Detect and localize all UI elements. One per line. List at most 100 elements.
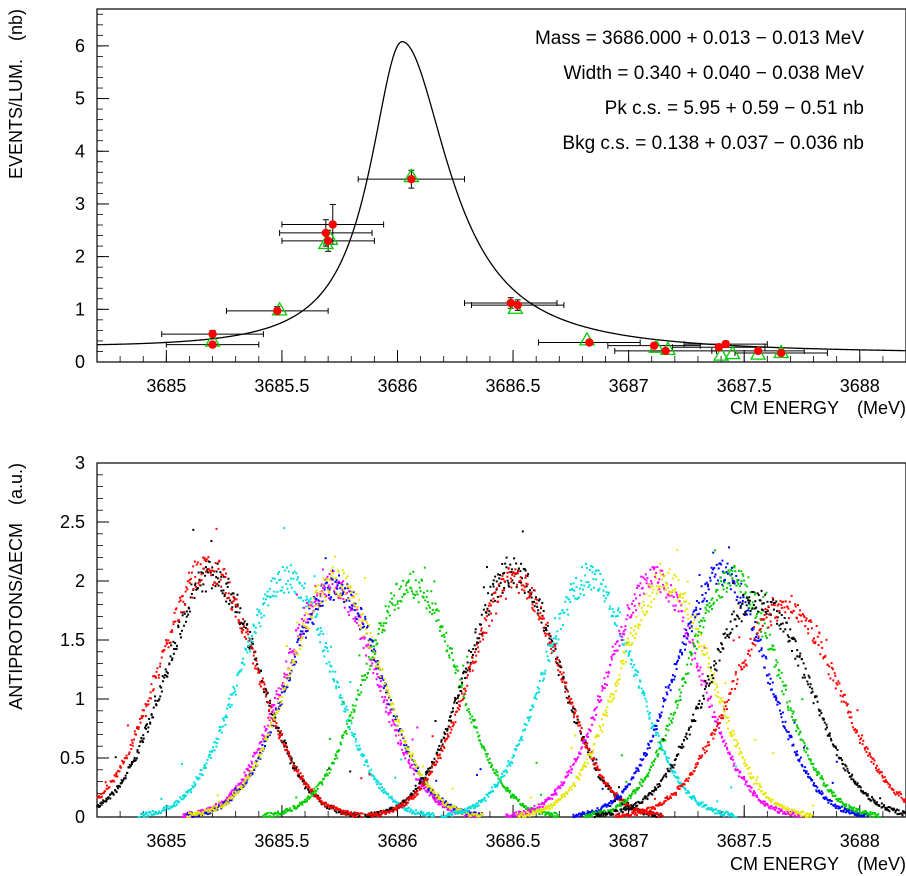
spectrum-dot bbox=[661, 749, 664, 752]
spectrum-dot bbox=[343, 598, 346, 601]
spectrum-dot bbox=[407, 806, 410, 809]
spectrum-dot bbox=[344, 810, 347, 813]
spectrum-dot bbox=[217, 738, 220, 741]
data-point-circle bbox=[273, 306, 282, 316]
spectrum-dot bbox=[529, 709, 532, 712]
spectrum-dot bbox=[329, 645, 332, 648]
spectrum-dot bbox=[538, 687, 541, 690]
spectrum-dot bbox=[587, 736, 590, 739]
spectrum-dot bbox=[379, 622, 382, 625]
spectrum-dot bbox=[467, 812, 470, 815]
spectrum-dot bbox=[414, 579, 417, 582]
spectrum-dot bbox=[537, 803, 540, 806]
spectrum-dot bbox=[650, 813, 653, 816]
spectrum-dot bbox=[158, 698, 161, 701]
spectrum-dot bbox=[564, 600, 567, 603]
spectrum-dot bbox=[517, 567, 520, 570]
spectrum-dot bbox=[530, 586, 533, 589]
spectrum-dot bbox=[698, 675, 701, 678]
spectrum-dot bbox=[637, 584, 640, 587]
spectrum-dot bbox=[575, 577, 578, 580]
spectrum-dot bbox=[138, 815, 141, 818]
spectrum-dot bbox=[390, 724, 393, 727]
spectrum-dot bbox=[218, 806, 221, 809]
spectrum-dot bbox=[190, 592, 193, 595]
spectrum-dot bbox=[333, 757, 336, 760]
spectrum-dot bbox=[619, 634, 622, 637]
spectrum-dot bbox=[770, 805, 773, 808]
spectrum-dot bbox=[174, 800, 177, 803]
spectrum-dot bbox=[349, 811, 352, 814]
spectrum-dot bbox=[390, 592, 393, 595]
spectrum-dot bbox=[534, 597, 537, 600]
spectrum-dot bbox=[623, 643, 626, 646]
spectrum-dot bbox=[495, 769, 498, 772]
spectrum-dot bbox=[547, 644, 550, 647]
spectrum-dot bbox=[561, 782, 564, 785]
spectrum-dot bbox=[292, 804, 295, 807]
spectrum-dot bbox=[324, 645, 327, 648]
spectrum-dot bbox=[403, 804, 406, 807]
spectrum-dot bbox=[309, 791, 312, 794]
spectrum-dot bbox=[152, 706, 155, 709]
spectrum-dot bbox=[626, 614, 629, 617]
spectrum-dot bbox=[547, 796, 550, 799]
spectrum-dot bbox=[291, 662, 294, 665]
spectrum-dot bbox=[415, 764, 418, 767]
spectrum-dot bbox=[554, 660, 557, 663]
spectrum-dot bbox=[230, 704, 233, 707]
spectrum-dot bbox=[194, 582, 197, 585]
spectrum-dot bbox=[123, 757, 126, 760]
spectrum-dot bbox=[329, 586, 332, 589]
y-axis-label-text: ANTIPROTONS/ΔECM bbox=[6, 523, 26, 710]
spectrum-dot bbox=[529, 715, 532, 718]
spectrum-dot bbox=[292, 764, 295, 767]
spectrum-dot bbox=[621, 638, 624, 641]
spectrum-dot bbox=[538, 810, 541, 813]
spectrum-dot bbox=[507, 584, 510, 587]
spectrum-dot bbox=[187, 613, 190, 616]
spectrum-dot bbox=[395, 720, 398, 723]
spectrum-dot bbox=[545, 805, 548, 808]
spectrum-dot bbox=[370, 814, 373, 817]
spectrum-dot bbox=[272, 815, 275, 818]
spectrum-dot bbox=[498, 573, 501, 576]
spectrum-dot bbox=[354, 604, 357, 607]
spectrum-dot bbox=[305, 786, 308, 789]
spectrum-dot bbox=[562, 624, 565, 627]
spectrum-dot bbox=[523, 589, 526, 592]
spectrum-dot bbox=[374, 639, 377, 642]
spectrum-dot bbox=[265, 693, 268, 696]
spectrum-dot bbox=[722, 814, 725, 817]
spectrum-dot bbox=[302, 599, 305, 602]
spectrum-dot bbox=[259, 741, 262, 744]
spectrum-dot bbox=[631, 808, 634, 811]
spectrum-dot bbox=[322, 591, 325, 594]
spectrum-dot bbox=[749, 785, 752, 788]
spectrum-dot bbox=[106, 787, 109, 790]
spectrum-dot bbox=[214, 805, 217, 808]
spectrum-dot bbox=[721, 813, 724, 816]
spectrum-dot bbox=[318, 606, 321, 609]
spectrum-dot bbox=[395, 715, 398, 718]
spectrum-dot bbox=[207, 556, 210, 559]
spectrum-dot bbox=[236, 673, 239, 676]
spectrum-dot bbox=[448, 719, 451, 722]
spectrum-dot bbox=[227, 796, 230, 799]
spectrum-dot bbox=[419, 774, 422, 777]
spectrum-dot bbox=[387, 810, 390, 813]
spectrum-dot bbox=[506, 765, 509, 768]
spectrum-dot bbox=[162, 807, 165, 810]
spectrum-dot bbox=[263, 687, 266, 690]
spectrum-dot bbox=[414, 767, 417, 770]
spectrum-dot bbox=[321, 604, 324, 607]
spectrum-dot bbox=[517, 813, 520, 816]
spectrum-dot bbox=[258, 683, 261, 686]
spectrum-dot bbox=[649, 811, 652, 814]
spectrum-dot bbox=[526, 597, 529, 600]
spectrum-dot bbox=[251, 762, 254, 765]
spectrum-dot bbox=[142, 737, 145, 740]
spectrum-dot bbox=[421, 765, 424, 768]
spectrum-dot bbox=[341, 583, 344, 586]
spectrum-dot bbox=[523, 811, 526, 814]
